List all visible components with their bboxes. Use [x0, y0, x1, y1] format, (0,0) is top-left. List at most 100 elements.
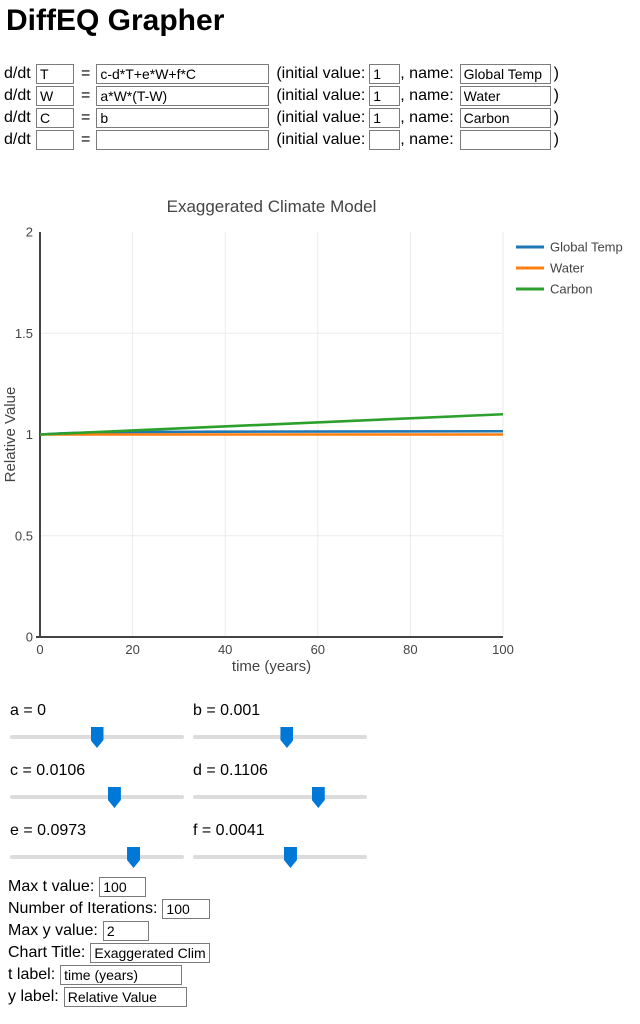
series-line-carbon: [39, 412, 504, 436]
variable-input-2[interactable]: [36, 86, 74, 106]
setting-row-t-label: t label:: [8, 964, 210, 986]
initial-value-input-2[interactable]: [369, 86, 401, 106]
initial-value-label: (initial value:: [276, 109, 366, 126]
t-label-input[interactable]: [60, 965, 183, 985]
initial-value-input-4[interactable]: [369, 130, 401, 150]
svg-text:0.5: 0.5: [15, 528, 33, 543]
slider-track-line: [10, 795, 184, 799]
slider-c: c = 0.0106: [10, 762, 184, 822]
slider-d-label: d = 0.1106: [193, 762, 268, 779]
slider-f-thumb[interactable]: [283, 847, 297, 868]
chart-title-input[interactable]: [90, 943, 211, 963]
slider-e-track[interactable]: [10, 847, 184, 868]
slider-e-thumb[interactable]: [127, 847, 141, 868]
iterations-label: Number of Iterations:: [8, 900, 158, 917]
svg-text:Global Temp: Global Temp: [550, 240, 623, 255]
equation-row-2: d/dt = (initial value: , name: ): [4, 85, 559, 107]
legend-item-water[interactable]: Water: [516, 261, 585, 276]
ddt-label: d/dt: [4, 65, 31, 82]
name-input-4[interactable]: [459, 130, 551, 150]
legend-item-carbon[interactable]: Carbon: [516, 282, 593, 297]
expression-input-2[interactable]: [96, 86, 270, 106]
ddt-label: d/dt: [4, 87, 31, 104]
setting-row-iterations: Number of Iterations:: [8, 898, 211, 920]
setting-row-max-y: Max y value:: [8, 920, 210, 942]
equation-row-1: d/dt = (initial value: , name: ): [4, 63, 559, 85]
equation-row-4: d/dt = (initial value: , name: ): [4, 129, 559, 151]
variable-input-1[interactable]: [36, 64, 74, 84]
expression-input-4[interactable]: [96, 130, 270, 150]
initial-value-input-1[interactable]: [369, 64, 401, 84]
expression-input-3[interactable]: [96, 108, 270, 128]
slider-b: b = 0.001: [193, 702, 367, 762]
equals-sign: =: [81, 109, 91, 126]
slider-b-track[interactable]: [193, 727, 367, 748]
initial-value-label: (initial value:: [276, 87, 366, 104]
slider-a-track[interactable]: [10, 727, 184, 748]
name-label: , name:: [400, 87, 454, 104]
name-label: , name:: [400, 131, 454, 148]
slider-b-thumb[interactable]: [280, 727, 294, 748]
slider-f-track[interactable]: [193, 847, 367, 868]
equation-row-3: d/dt = (initial value: , name: ): [4, 107, 559, 129]
chart-container[interactable]: 0 20 40 60 80 100 0 0.5 1 1.5 2 Exaggerated Climate…: [0, 190, 640, 682]
y-axis-title: Relative Value: [2, 387, 19, 483]
slider-c-label: c = 0.0106: [10, 762, 86, 779]
t-label-label: t label:: [8, 966, 56, 983]
svg-text:0: 0: [26, 630, 33, 645]
close-paren: ): [553, 109, 559, 126]
slider-a-label: a = 0: [10, 702, 47, 719]
parameter-sliders: a = 0 b = 0.001 c = 0.0106 d = 0.1106: [10, 702, 367, 882]
svg-text:Carbon: Carbon: [550, 282, 593, 297]
legend: Global Temp Water Carbon: [516, 240, 623, 297]
name-label: , name:: [400, 109, 454, 126]
slider-b-label: b = 0.001: [193, 702, 261, 719]
iterations-input[interactable]: [162, 899, 211, 919]
initial-value-label: (initial value:: [276, 131, 366, 148]
equation-editor: d/dt = (initial value: , name: ) d/dt = …: [4, 63, 559, 151]
equals-sign: =: [81, 65, 91, 82]
max-y-label: Max y value:: [8, 922, 98, 939]
name-input-1[interactable]: [459, 64, 551, 84]
svg-text:40: 40: [218, 642, 232, 657]
slider-f: f = 0.0041: [193, 822, 367, 882]
slider-f-label: f = 0.0041: [193, 822, 265, 839]
slider-d-track[interactable]: [193, 787, 367, 808]
line-chart[interactable]: 0 20 40 60 80 100 0 0.5 1 1.5 2 Exaggerated Climate…: [0, 190, 640, 682]
page-title: DiffEQ Grapher: [6, 4, 225, 37]
chart-title: Exaggerated Climate Model: [167, 197, 377, 216]
slider-a-thumb[interactable]: [90, 727, 104, 748]
close-paren: ): [553, 87, 559, 104]
slider-a: a = 0: [10, 702, 184, 762]
variable-input-4[interactable]: [36, 130, 74, 150]
initial-value-input-3[interactable]: [369, 108, 401, 128]
expression-input-1[interactable]: [96, 64, 270, 84]
equals-sign: =: [81, 87, 91, 104]
close-paren: ): [553, 65, 559, 82]
slider-d-thumb[interactable]: [311, 787, 325, 808]
svg-text:60: 60: [311, 642, 325, 657]
tick-labels: 0 20 40 60 80 100 0 0.5 1 1.5 2: [15, 225, 514, 658]
slider-track-line: [193, 855, 367, 859]
close-paren: ): [553, 131, 559, 148]
name-input-3[interactable]: [459, 108, 551, 128]
y-label-label: y label:: [8, 988, 59, 1005]
max-t-label: Max t value:: [8, 878, 95, 895]
chart-title-label: Chart Title:: [8, 944, 86, 961]
slider-track-line: [193, 795, 367, 799]
slider-e-label: e = 0.0973: [10, 822, 87, 839]
slider-c-track[interactable]: [10, 787, 184, 808]
svg-text:1: 1: [26, 427, 33, 442]
equals-sign: =: [81, 131, 91, 148]
name-input-2[interactable]: [459, 86, 551, 106]
max-y-input[interactable]: [102, 921, 149, 941]
chart-settings: Max t value: Number of Iterations: Max y…: [8, 876, 211, 1008]
y-label-input[interactable]: [63, 987, 187, 1007]
svg-text:2: 2: [26, 225, 33, 240]
variable-input-3[interactable]: [36, 108, 74, 128]
ddt-label: d/dt: [4, 131, 31, 148]
legend-item-global-temp[interactable]: Global Temp: [516, 240, 623, 255]
max-t-input[interactable]: [99, 877, 147, 897]
slider-c-thumb[interactable]: [107, 787, 121, 808]
